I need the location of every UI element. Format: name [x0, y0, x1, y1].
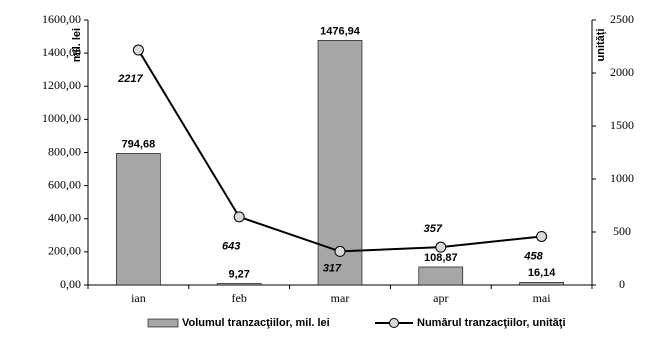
y2-tick-label: 0	[619, 277, 625, 291]
legend-label: Volumul tranzacţiilor, mil. lei	[182, 317, 330, 329]
y-axis-label: mil. lei	[71, 28, 83, 62]
y-tick-label: 800,00	[48, 144, 81, 158]
y2-axis-label: unități	[595, 29, 607, 62]
legend-swatch	[147, 318, 179, 328]
line-value-label: 357	[424, 223, 443, 235]
legend-marker	[389, 318, 399, 328]
x-tick-label: feb	[232, 291, 247, 305]
line-marker	[132, 44, 144, 56]
bar	[216, 283, 262, 286]
x-tick-label: ian	[131, 291, 146, 305]
legend-label: Numărul tranzacţiilor, unităţi	[417, 317, 566, 329]
y-tick-label: 1600,00	[42, 12, 81, 26]
y2-tick-label: 2000	[610, 65, 634, 79]
y-tick-label: 1200,00	[42, 78, 81, 92]
bar	[317, 40, 363, 286]
y-tick-label: 200,00	[48, 244, 81, 258]
bar-value-label: 1476,94	[320, 25, 361, 37]
line-marker	[334, 245, 346, 257]
y-tick-label: 1400,00	[42, 45, 81, 59]
line-value-label: 317	[323, 262, 342, 274]
bar-value-label: 9,27	[228, 268, 249, 280]
bar	[519, 282, 564, 286]
y-tick-label: 0,00	[60, 277, 81, 291]
y-tick-label: 400,00	[48, 211, 81, 225]
x-tick-label: mai	[533, 291, 552, 305]
bar	[418, 266, 464, 286]
bar-value-label: 108,87	[424, 252, 458, 264]
line-value-label: 643	[222, 241, 240, 253]
y2-tick-label: 1000	[610, 171, 634, 185]
x-tick-label: apr	[433, 291, 448, 305]
x-tick-label: mar	[331, 291, 350, 305]
line-value-label: 458	[523, 250, 543, 262]
bar-value-label: 16,14	[528, 267, 556, 279]
line-marker	[536, 230, 548, 242]
y2-tick-label: 1500	[610, 118, 634, 132]
bar	[116, 153, 161, 286]
y-tick-label: 1000,00	[42, 111, 81, 125]
line-marker	[233, 211, 245, 223]
y2-tick-label: 2500	[610, 12, 634, 26]
y-tick-label: 600,00	[48, 177, 81, 191]
bar-value-label: 794,68	[122, 138, 156, 150]
line-marker	[435, 241, 447, 253]
y2-tick-label: 500	[613, 224, 631, 238]
line-value-label: 2217	[117, 73, 143, 85]
